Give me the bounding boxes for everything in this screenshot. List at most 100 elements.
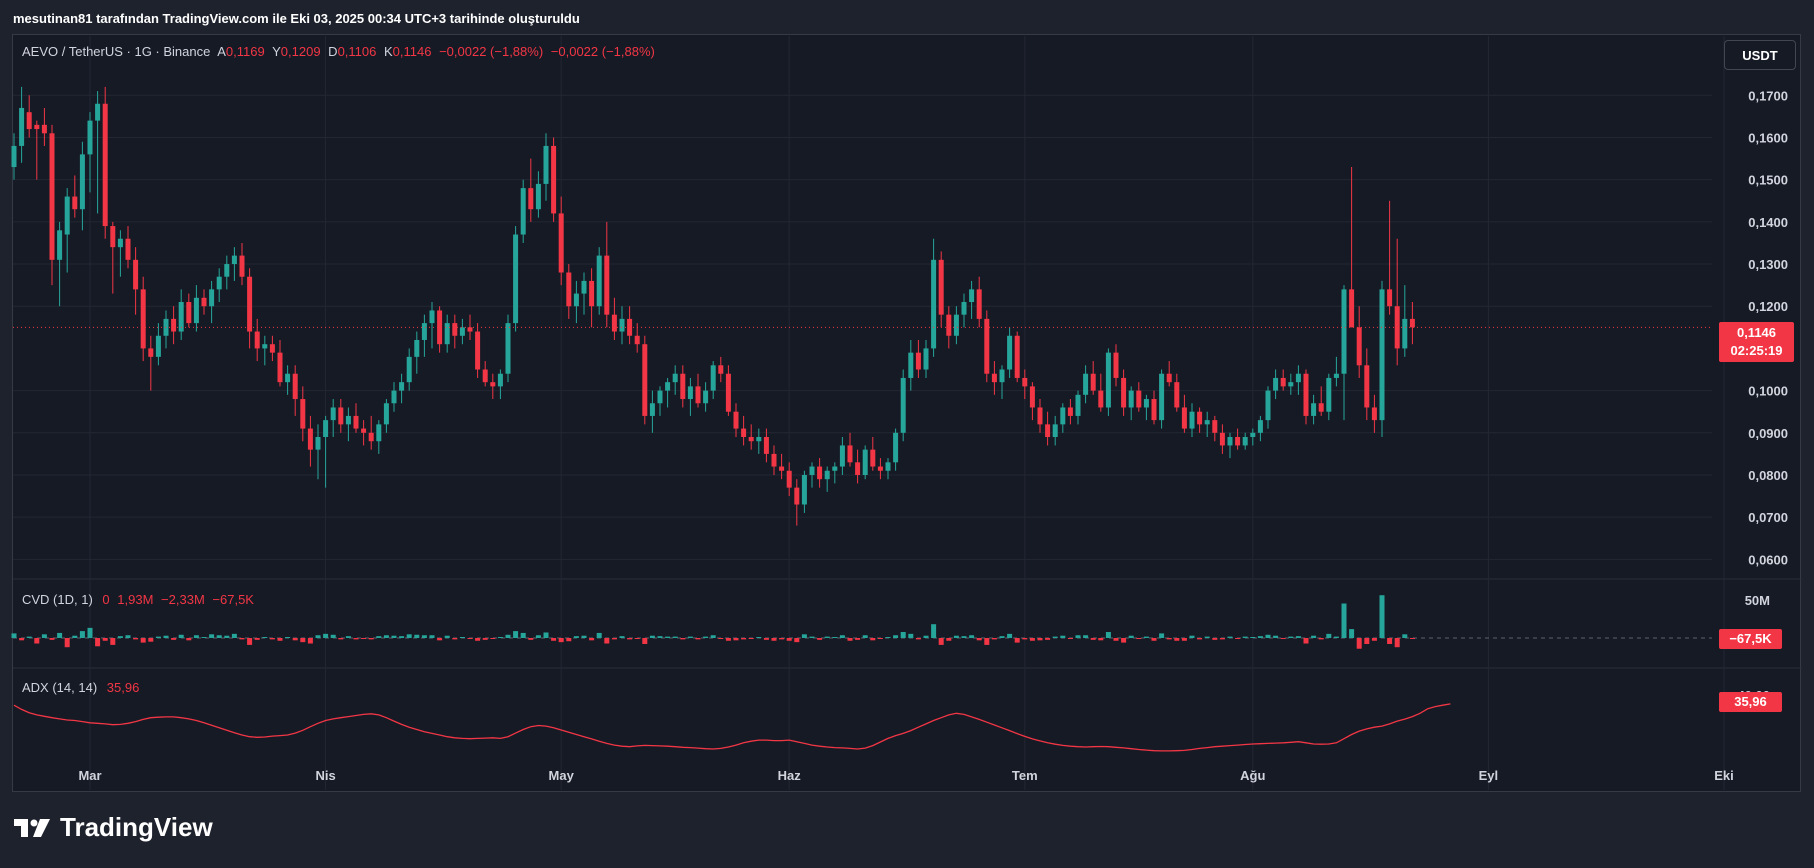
cvd-bar [1356, 638, 1362, 649]
cvd-bar [520, 632, 526, 638]
y-tick-label: 0,0600 [1748, 552, 1788, 567]
cvd-bar [1189, 635, 1195, 638]
cvd-bar [140, 638, 146, 643]
cvd-value-3: −67,5K [212, 592, 254, 607]
cvd-bar [687, 636, 693, 638]
last-price: 0,1146 [1736, 325, 1777, 340]
candle-body [520, 188, 526, 235]
cvd-bar [794, 638, 800, 643]
cvd-bar [1242, 636, 1248, 638]
candle-body [619, 318, 625, 332]
cvd-bar [725, 638, 731, 641]
cvd-bar [710, 635, 716, 638]
high-value: 0,1209 [280, 44, 321, 59]
candle-body [657, 390, 663, 404]
cvd-bar [171, 638, 177, 640]
candle-body [885, 462, 891, 471]
cvd-bar [399, 636, 405, 638]
cvd-bar [1090, 638, 1096, 640]
cvd-bar [801, 634, 807, 638]
cvd-bar [1007, 633, 1013, 638]
cvd-legend[interactable]: CVD (1D, 1) 0 1,93M −2,33M −67,5K [22, 592, 254, 607]
cvd-bar [680, 638, 686, 640]
cvd-bar [1105, 632, 1111, 638]
candle-body [414, 339, 420, 357]
close-value: 0,1146 [392, 44, 432, 59]
cvd-bar [163, 635, 169, 638]
candle-body [969, 289, 975, 303]
candle-body [171, 318, 177, 332]
cvd-bar [497, 637, 503, 638]
chart-frame[interactable] [12, 34, 1801, 792]
candle-body [57, 230, 63, 260]
candle-body [1364, 365, 1370, 408]
cvd-bar [528, 638, 534, 640]
candle-body [680, 373, 686, 400]
candle-body [984, 318, 990, 374]
cvd-title[interactable]: CVD (1D, 1) [22, 592, 93, 607]
symbol-name[interactable]: AEVO / TetherUS · 1G · Binance [22, 44, 211, 59]
cvd-bar [1121, 638, 1127, 643]
candle-body [642, 344, 648, 416]
cvd-axis-label: 50M [1745, 593, 1770, 608]
currency-button[interactable]: USDT [1724, 40, 1796, 70]
candle-body [710, 365, 716, 391]
candle-body [589, 280, 595, 307]
candle-body [672, 373, 678, 383]
candle-body [1090, 373, 1096, 391]
cvd-bar [619, 636, 625, 638]
candle-body [133, 259, 139, 290]
cvd-bar [870, 638, 876, 641]
cvd-bar [1014, 638, 1020, 643]
cvd-bar [95, 638, 101, 647]
x-tick-label: Nis [315, 768, 335, 783]
cvd-bar [877, 638, 883, 639]
adx-legend[interactable]: ADX (14, 14) 35,96 [22, 680, 139, 695]
candle-body [1250, 432, 1256, 438]
cvd-bar [581, 635, 587, 638]
open-label: A [217, 44, 226, 59]
candle-body [102, 103, 108, 227]
candle-body [908, 352, 914, 378]
candle-body [239, 255, 245, 277]
candle-body [285, 373, 291, 383]
cvd-bar [817, 638, 823, 640]
cvd-bar [953, 635, 959, 638]
candle-body [748, 437, 754, 442]
candle-body [1022, 377, 1028, 387]
candle-body [1212, 420, 1218, 433]
cvd-bar [452, 638, 458, 640]
candle-body [573, 293, 579, 307]
candle-body [26, 112, 32, 130]
adx-title[interactable]: ADX (14, 14) [22, 680, 98, 695]
tradingview-logo[interactable]: TradingView [14, 812, 213, 843]
x-tick-label: Haz [778, 768, 802, 783]
cvd-bar [102, 638, 108, 641]
cvd-bar [1174, 638, 1180, 641]
cvd-bar [269, 638, 275, 640]
cvd-bar [414, 634, 420, 638]
adx-value-tag: 35,96 [1719, 692, 1782, 712]
cvd-bar [695, 638, 701, 640]
cvd-value-1: 1,93M [117, 592, 154, 607]
cvd-bar [923, 635, 929, 638]
cvd-bar [1227, 636, 1233, 638]
candle-body [741, 428, 747, 438]
x-tick-label: Mar [78, 768, 101, 783]
candle-body [665, 382, 671, 391]
candle-body [307, 428, 313, 450]
candle-body [292, 373, 298, 400]
cvd-bar [1409, 638, 1415, 639]
cvd-bar [57, 632, 63, 638]
symbol-legend[interactable]: AEVO / TetherUS · 1G · Binance A0,1169 Y… [22, 44, 659, 59]
cvd-bar [748, 638, 754, 639]
cvd-bar [703, 636, 709, 638]
candle-body [551, 145, 557, 214]
candle-body [1197, 411, 1203, 425]
cvd-bar [361, 638, 367, 639]
brand-name: TradingView [60, 812, 213, 842]
candle-body [231, 255, 237, 265]
cvd-bar [148, 638, 154, 642]
cvd-bar [406, 634, 412, 638]
